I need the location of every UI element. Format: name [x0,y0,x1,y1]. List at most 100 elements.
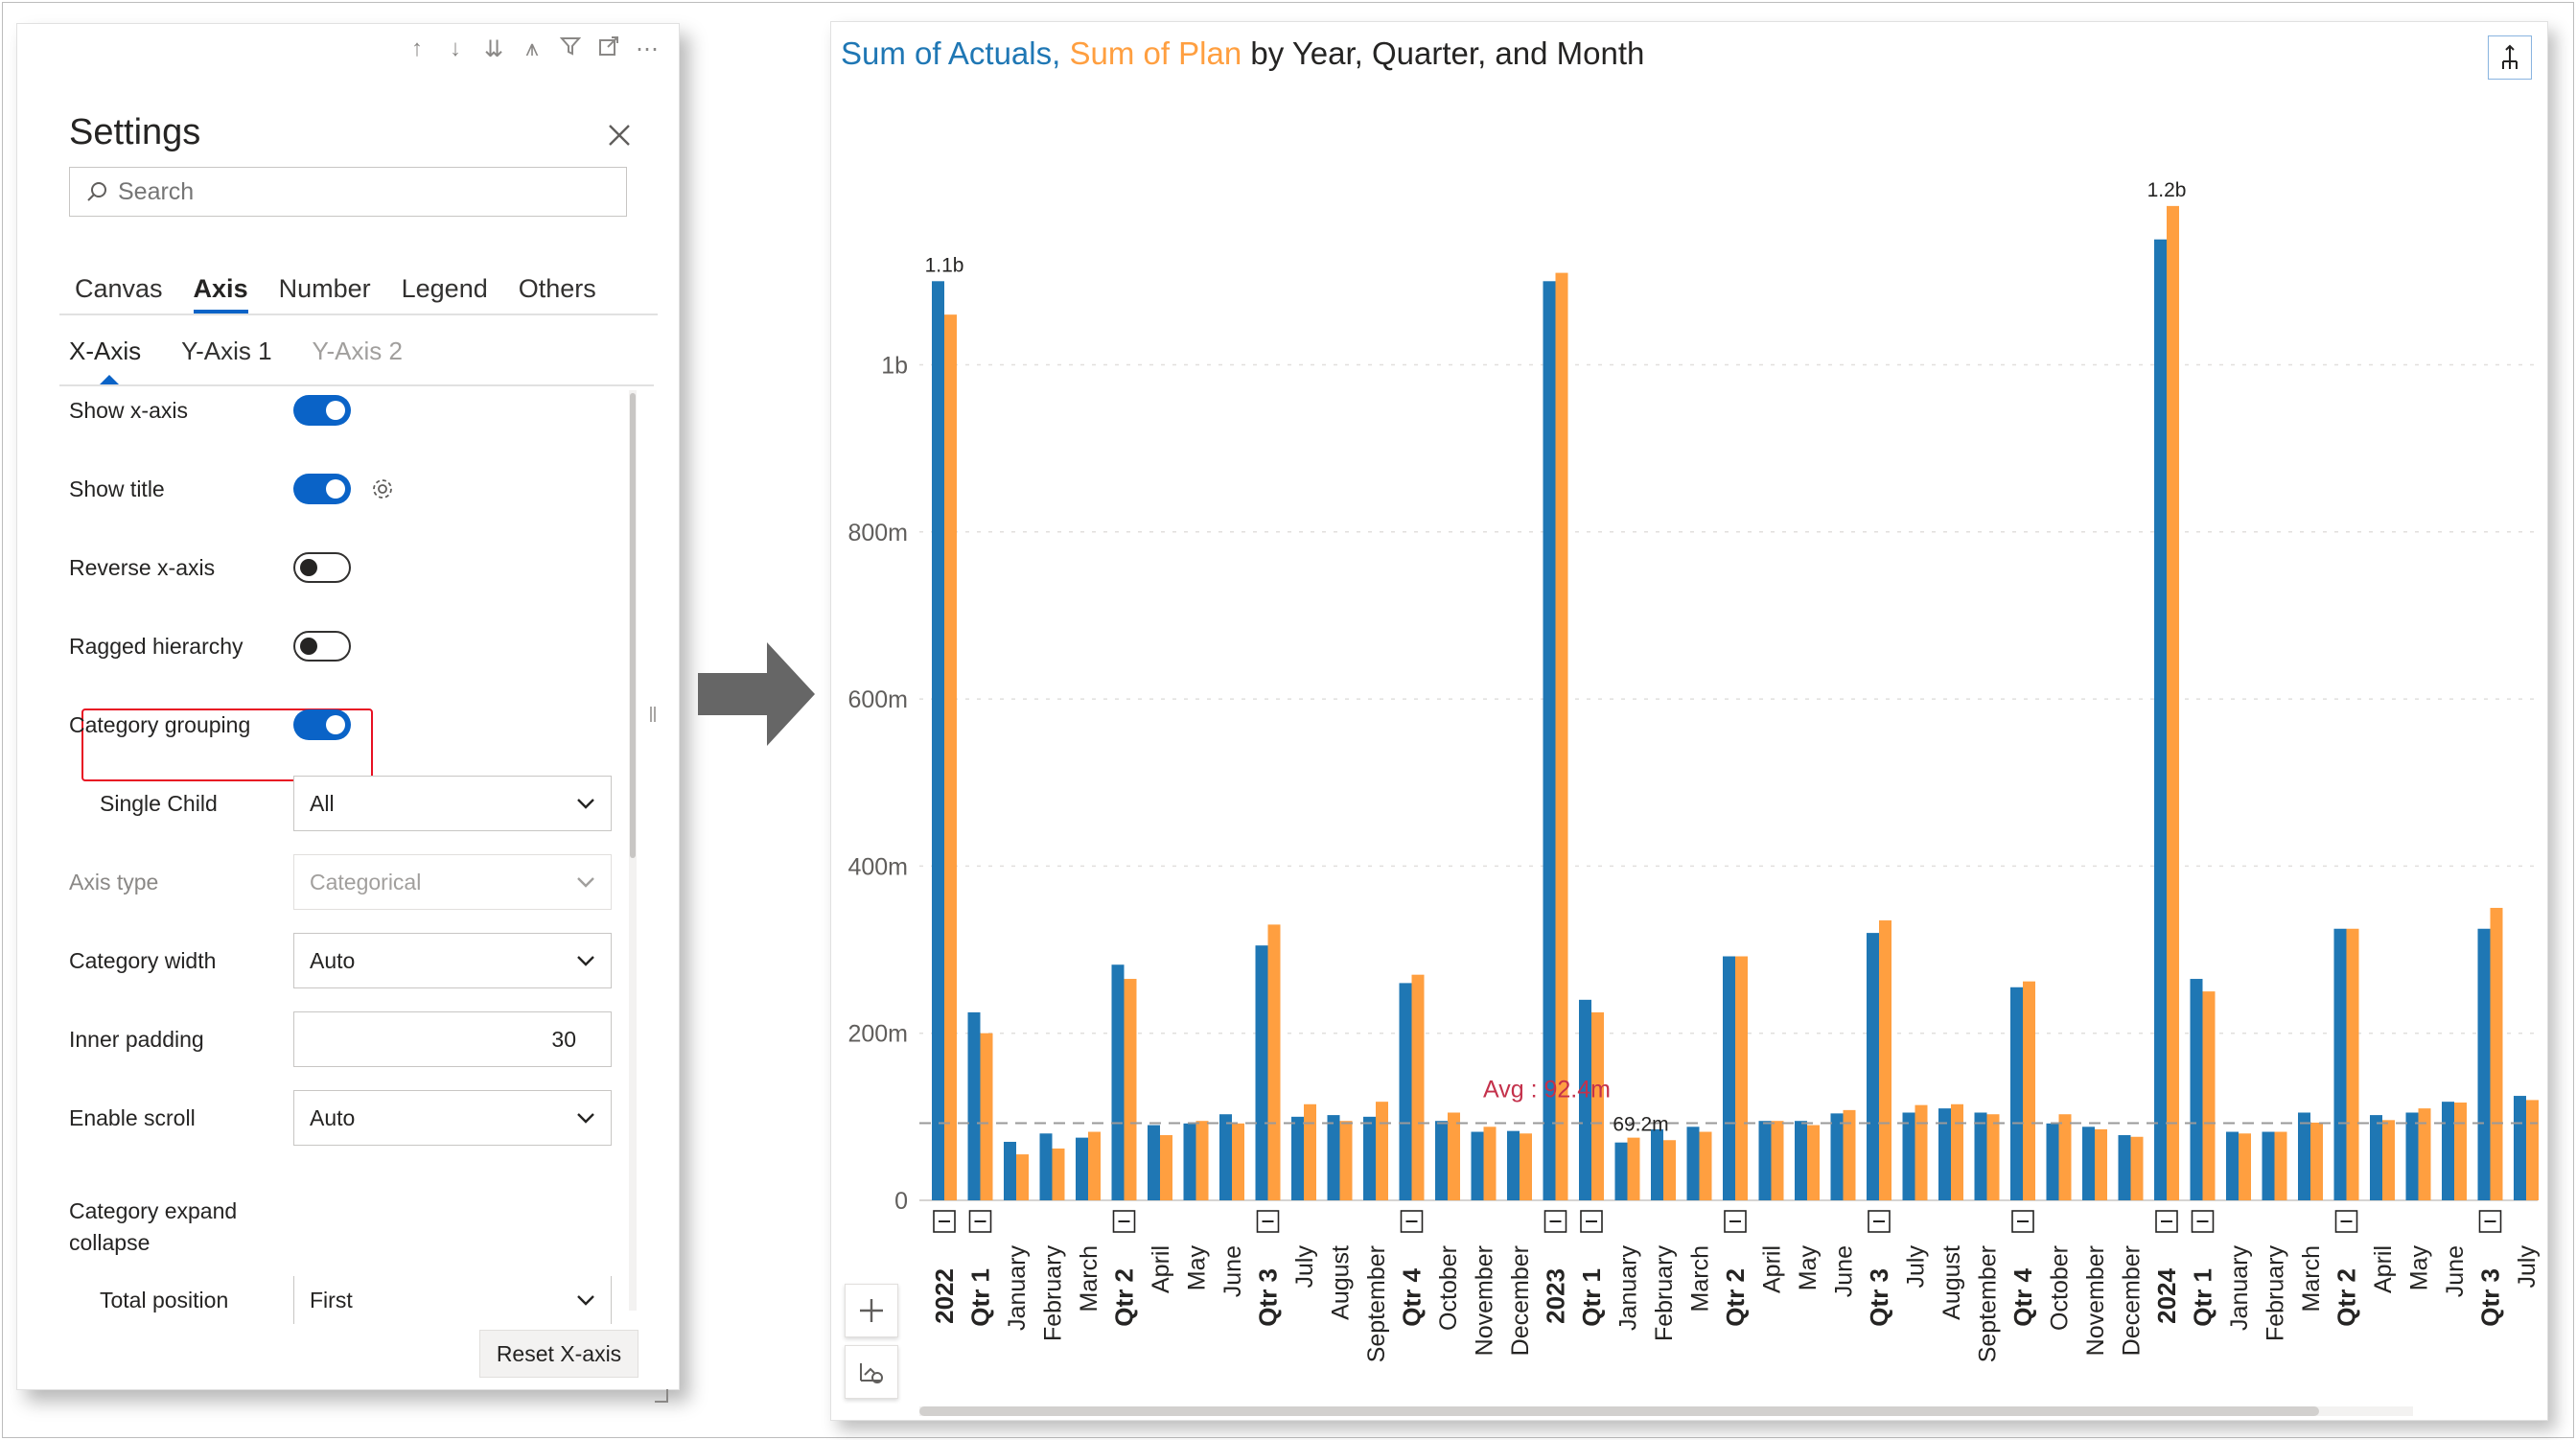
reverse-x-axis-toggle[interactable] [293,552,351,583]
data-label: 1.1b [925,254,964,276]
row-total-position: Total position First [69,1276,612,1324]
single-child-dropdown[interactable]: All [293,776,612,831]
arrow-up-icon[interactable]: ↑ [411,35,423,61]
collapse-toggle-icon[interactable] [2011,1210,2034,1233]
reset-x-axis-button[interactable]: Reset X-axis [479,1330,638,1378]
x-category-label: March [1687,1245,1714,1312]
bar-plan [2454,1103,2467,1200]
category-width-dropdown[interactable]: Auto [293,933,612,988]
x-category-label: February [1040,1245,1067,1342]
more-options-icon[interactable]: ⋯ [636,36,659,62]
collapse-toggle-icon[interactable] [2334,1210,2358,1233]
bar-plan [1195,1121,1209,1200]
tab-number[interactable]: Number [278,274,371,303]
tab-canvas[interactable]: Canvas [75,274,163,303]
bar-actuals [1543,281,1556,1201]
bar-plan [1411,974,1425,1200]
chart-title: Sum of Actuals, Sum of Plan by Year, Qua… [841,35,1644,72]
collapse-toggle-icon[interactable] [1400,1210,1424,1233]
bar-plan [2239,1133,2251,1200]
category-width-value: Auto [310,947,356,973]
tab-axis[interactable]: Axis [178,271,264,315]
chart-scrollbar-thumb[interactable] [919,1406,2319,1416]
bar-plan [2382,1120,2395,1200]
close-icon[interactable] [604,120,635,151]
x-category-label: January [1615,1245,1642,1331]
x-category-label: September [1975,1245,2002,1362]
x-category-label: April [2370,1245,2397,1293]
double-arrow-down-icon[interactable]: ⇊ [483,36,504,62]
hierarchy-icon[interactable]: ⩚ [525,35,539,61]
panel-scrollbar-thumb[interactable] [630,393,636,858]
x-category-label: November [1472,1245,1498,1356]
bar-actuals [1507,1130,1520,1200]
enable-scroll-dropdown[interactable]: Auto [293,1090,612,1146]
arrow-down-icon[interactable]: ↓ [450,35,461,61]
category-grouping-highlight [81,708,373,781]
chart-title-series-plan: Sum of Plan [1069,35,1242,71]
category-grouping-toggle[interactable] [293,709,351,740]
bar-actuals [1902,1112,1915,1200]
filter-icon[interactable] [558,35,583,63]
tab-others[interactable]: Others [518,274,596,303]
bar-plan [1915,1104,1928,1200]
settings-tabs: Canvas Axis Number Legend Others [59,271,612,315]
x-category-label: Qtr 2 [1110,1268,1139,1327]
hierarchy-drill-button[interactable] [2488,35,2532,80]
bar-actuals [2010,987,2023,1200]
collapse-toggle-icon[interactable] [1868,1210,1891,1233]
collapse-toggle-icon[interactable] [2191,1210,2215,1233]
x-category-label: Qtr 1 [1577,1268,1606,1327]
bar-actuals [2333,928,2347,1200]
subtab-x-axis[interactable]: X-Axis [69,337,142,386]
bar-plan [1627,1137,1640,1200]
show-title-label: Show title [69,476,165,501]
bar-actuals [1795,1121,1807,1200]
settings-panel: ↑ ↓ ⇊ ⩚ ⋯ Settings Canvas Axis Number Le… [16,23,680,1403]
gear-icon[interactable] [370,476,395,501]
collapse-toggle-icon[interactable] [1256,1210,1280,1233]
bar-actuals [2046,1123,2059,1200]
tab-legend[interactable]: Legend [401,274,488,303]
collapse-toggle-icon[interactable] [968,1210,992,1233]
panel-title: Settings [69,112,201,152]
single-child-value: All [310,790,335,816]
collapse-toggle-icon[interactable] [933,1210,956,1233]
x-category-label: June [1831,1245,1858,1297]
y-tick-label: 800m [847,520,908,546]
search-box[interactable] [69,167,627,217]
bar-actuals [2118,1135,2131,1200]
ragged-hierarchy-toggle[interactable] [293,631,351,662]
collapse-toggle-icon[interactable] [1580,1210,1603,1233]
chart-title-rest: by Year, Quarter, and Month [1250,35,1645,71]
collapse-toggle-icon[interactable] [1112,1210,1136,1233]
collapse-toggle-icon[interactable] [2478,1210,2502,1233]
panel-resize-corner[interactable] [655,1389,668,1403]
x-category-label: Qtr 3 [1254,1268,1283,1327]
bar-actuals [1435,1121,1448,1200]
x-category-label: January [1004,1245,1031,1331]
bar-plan [2418,1108,2431,1200]
bar-actuals [1219,1114,1232,1200]
collapse-toggle-icon[interactable] [2155,1210,2178,1233]
chart-tools-button[interactable] [845,1345,898,1399]
subtab-y-axis-1[interactable]: Y-Axis 1 [181,337,272,365]
add-button[interactable] [845,1284,898,1337]
x-category-label: March [1076,1245,1102,1312]
bar-plan [1771,1121,1784,1200]
chart-horizontal-scrollbar[interactable] [919,1406,2413,1416]
collapse-toggle-icon[interactable] [1724,1210,1747,1233]
total-position-dropdown[interactable]: First [293,1276,612,1324]
x-category-label: May [1184,1245,1211,1291]
bar-plan [1807,1125,1820,1200]
inner-padding-input[interactable]: 30 [293,1011,612,1067]
enable-scroll-label: Enable scroll [69,1104,196,1130]
search-input[interactable] [116,176,580,207]
collapse-toggle-icon[interactable] [1543,1210,1567,1233]
resize-grip-icon[interactable] [649,705,657,724]
show-title-toggle[interactable] [293,474,351,504]
chart-title-series-actuals: Sum of Actuals, [841,35,1061,71]
bar-actuals [1758,1121,1772,1200]
focus-mode-icon[interactable] [596,35,621,63]
show-x-axis-toggle[interactable] [293,395,351,426]
